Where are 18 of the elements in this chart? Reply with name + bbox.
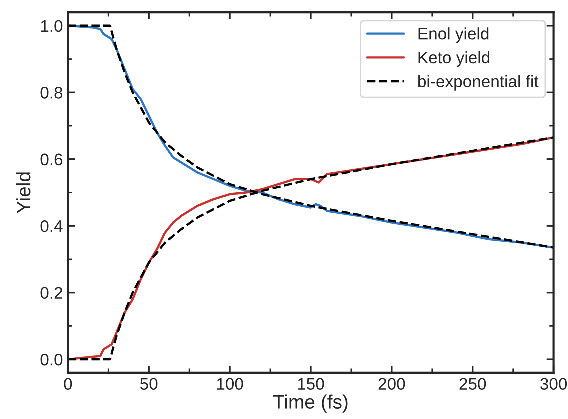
x-tick-label: 100 bbox=[217, 378, 244, 390]
y-tick-label: 0.2 bbox=[40, 287, 62, 300]
legend-label: Keto yield bbox=[418, 51, 490, 67]
x-tick-label: 150 bbox=[298, 378, 324, 390]
y-tick-label: 1.0 bbox=[41, 20, 63, 32]
x-tick-label: 300 bbox=[540, 378, 568, 390]
x-axis-title: Time (fs) bbox=[273, 394, 348, 413]
x-tick-label: 50 bbox=[140, 378, 158, 390]
x-tick-label: 0 bbox=[64, 378, 72, 390]
y-tick-label: 0.6 bbox=[40, 154, 63, 166]
y-tick-label: 0.4 bbox=[40, 220, 63, 232]
y-axis-title: Yield bbox=[16, 172, 31, 214]
legend-label: Enol yield bbox=[418, 28, 489, 44]
x-tick-label: 200 bbox=[378, 378, 406, 390]
legend-label: bi-exponential fit bbox=[418, 75, 539, 91]
y-tick-label: 0.0 bbox=[40, 354, 63, 366]
y-tick-label: 0.8 bbox=[40, 87, 63, 99]
x-tick-label: 250 bbox=[460, 378, 486, 390]
